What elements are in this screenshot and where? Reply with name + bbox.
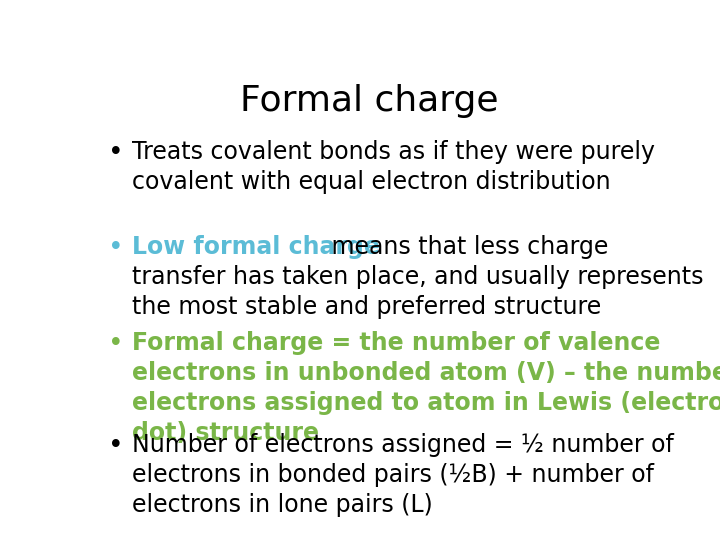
Text: •: • [108, 235, 124, 261]
Text: electrons assigned to atom in Lewis (electron: electrons assigned to atom in Lewis (ele… [132, 391, 720, 415]
Text: Formal charge: Formal charge [240, 84, 498, 118]
Text: Low formal charge: Low formal charge [132, 235, 379, 259]
Text: the most stable and preferred structure: the most stable and preferred structure [132, 295, 601, 319]
Text: •: • [108, 140, 124, 166]
Text: Formal charge = the number of valence: Formal charge = the number of valence [132, 331, 660, 355]
Text: covalent with equal electron distribution: covalent with equal electron distributio… [132, 170, 611, 193]
Text: Number of electrons assigned = ½ number of: Number of electrons assigned = ½ number … [132, 433, 674, 457]
Text: electrons in bonded pairs (½B) + number of: electrons in bonded pairs (½B) + number … [132, 463, 654, 487]
Text: transfer has taken place, and usually represents: transfer has taken place, and usually re… [132, 265, 703, 289]
Text: dot) structure: dot) structure [132, 421, 319, 445]
Text: •: • [108, 433, 124, 459]
Text: electrons in unbonded atom (V) – the number of: electrons in unbonded atom (V) – the num… [132, 361, 720, 385]
Text: Treats covalent bonds as if they were purely: Treats covalent bonds as if they were pu… [132, 140, 655, 164]
Text: electrons in lone pairs (L): electrons in lone pairs (L) [132, 492, 433, 517]
Text: means that less charge: means that less charge [324, 235, 608, 259]
Text: •: • [108, 331, 124, 357]
